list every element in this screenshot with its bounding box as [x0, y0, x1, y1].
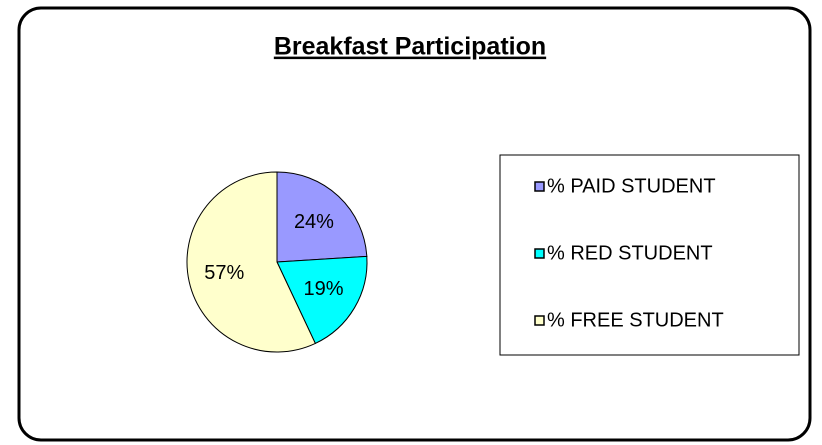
legend-box: [499, 154, 800, 356]
pie-slice: [276, 171, 368, 263]
data-label: 19%: [303, 278, 343, 300]
legend-swatch: [534, 181, 545, 192]
legend-swatch: [534, 315, 545, 326]
pie-slice: [276, 255, 368, 345]
legend-swatch: [534, 248, 545, 259]
data-label: 57%: [204, 262, 244, 284]
legend-label: % PAID STUDENT: [547, 175, 716, 197]
legend-label: % FREE STUDENT: [547, 309, 724, 331]
legend-label: % RED STUDENT: [547, 242, 713, 264]
pie-slice: [186, 171, 316, 353]
data-label: 24%: [294, 211, 334, 233]
chart-title: Breakfast Participation: [274, 33, 546, 61]
